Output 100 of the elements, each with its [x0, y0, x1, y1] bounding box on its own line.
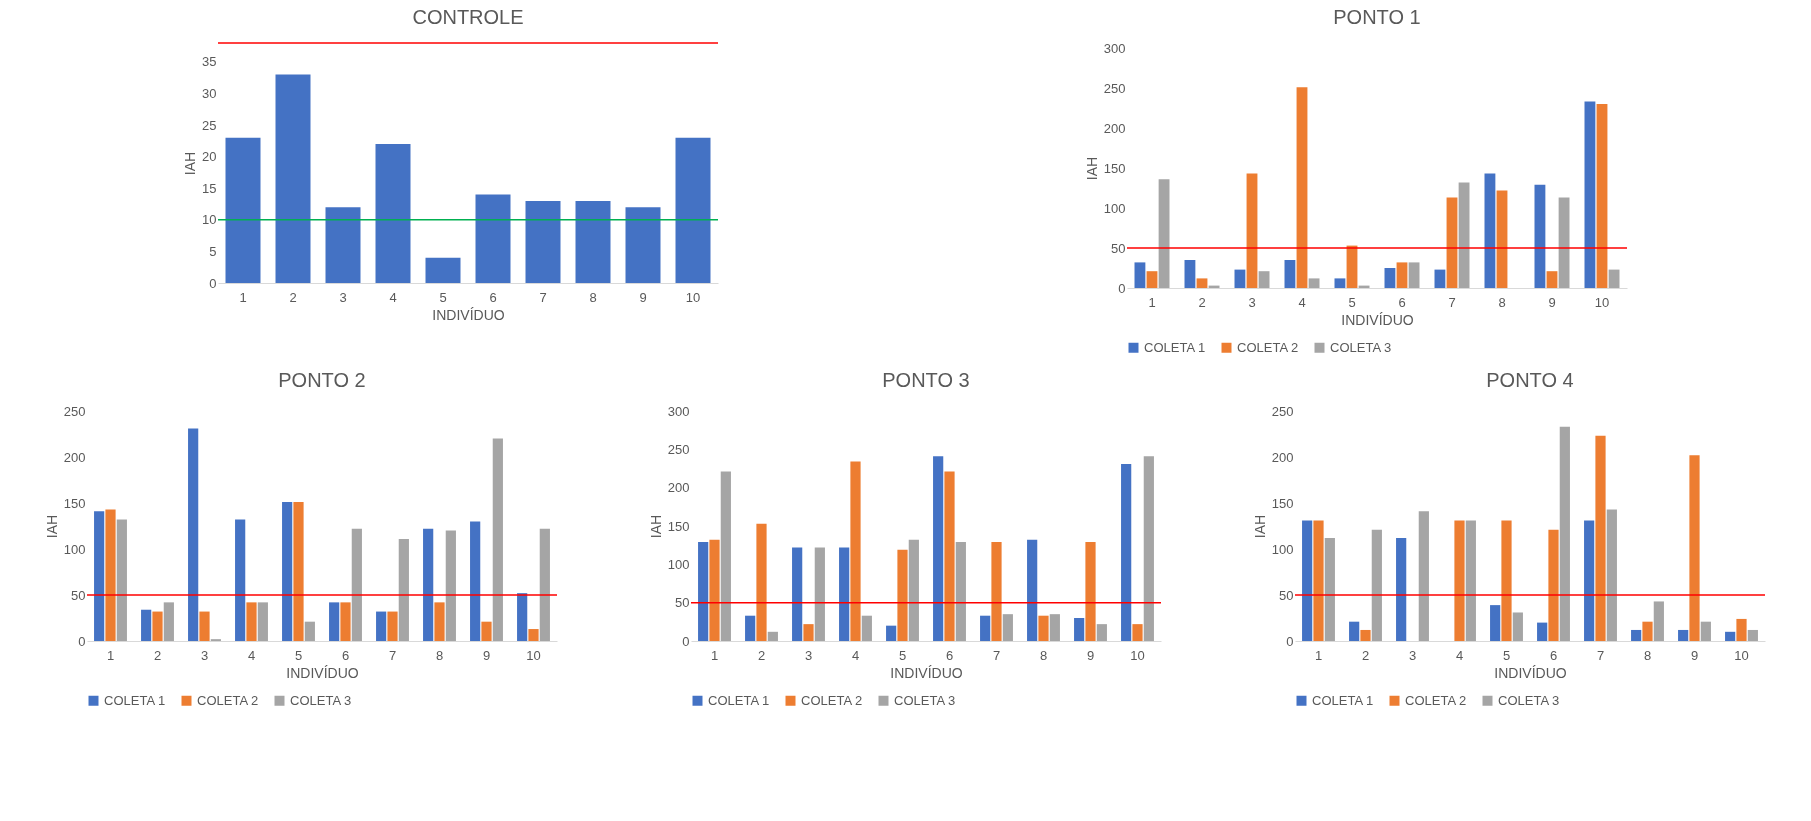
x-tick-label: 3: [201, 647, 209, 663]
x-tick-label: 6: [1549, 647, 1557, 663]
x-tick-label: 8: [1498, 294, 1506, 310]
x-tick-label: 4: [248, 647, 256, 663]
x-tick-label: 1: [239, 289, 247, 305]
legend-label: COLETA 2: [800, 692, 863, 708]
x-axis-title: INDIVÍDUO: [1493, 664, 1567, 681]
legend-label: COLETA 2: [197, 692, 259, 708]
y-axis-title: IAH: [44, 514, 61, 539]
y-tick-label: 250: [1271, 403, 1294, 419]
x-tick-label: 6: [945, 647, 954, 663]
x-tick-label: 9: [1548, 294, 1556, 310]
legend-label: COLETA 3: [1497, 692, 1559, 708]
x-tick-label: 7: [1596, 647, 1604, 663]
x-tick-label: 10: [1130, 647, 1145, 663]
x-tick-label: 2: [1361, 647, 1369, 663]
y-tick-label: 25: [202, 117, 217, 133]
legend-label: COLETA 3: [1330, 339, 1392, 355]
y-tick-label: 150: [1271, 495, 1294, 511]
y-tick-label: 50: [1111, 240, 1126, 256]
x-tick-label: 9: [1690, 647, 1698, 663]
x-tick-label: 1: [710, 647, 719, 663]
x-tick-label: 1: [107, 647, 115, 663]
y-tick-label: 5: [209, 243, 217, 259]
y-axis-title: IAH: [647, 514, 664, 539]
y-tick-label: 200: [1271, 449, 1294, 465]
x-tick-label: 10: [685, 289, 701, 305]
legend-label: COLETA 3: [893, 692, 956, 708]
legend-label: COLETA 1: [707, 692, 770, 708]
y-tick-label: 150: [1103, 160, 1126, 176]
y-tick-label: 10: [202, 212, 217, 228]
x-tick-label: 6: [1398, 294, 1406, 310]
y-tick-label: 200: [64, 449, 86, 465]
x-tick-label: 9: [483, 647, 491, 663]
x-tick-label: 10: [1594, 294, 1610, 310]
chart-title: PONTO 4: [1485, 369, 1574, 391]
legend-label: COLETA 1: [1311, 692, 1373, 708]
y-tick-label: 100: [1271, 541, 1294, 557]
y-tick-label: 150: [667, 518, 690, 534]
x-tick-label: 6: [342, 647, 350, 663]
x-tick-label: 4: [1298, 294, 1306, 310]
y-tick-label: 0: [682, 633, 690, 649]
y-tick-label: 0: [1118, 280, 1126, 296]
y-tick-label: 35: [202, 54, 217, 70]
y-tick-label: 100: [667, 556, 690, 572]
legend-label: COLETA 2: [1404, 692, 1466, 708]
chart-title: PONTO 3: [882, 369, 970, 391]
y-tick-label: 200: [1103, 120, 1126, 136]
y-tick-label: 300: [1103, 40, 1126, 56]
x-axis-title: INDIVÍDUO: [1341, 311, 1414, 328]
x-tick-label: 5: [898, 647, 907, 663]
x-tick-label: 5: [1502, 647, 1510, 663]
x-tick-label: 5: [1348, 294, 1356, 310]
y-tick-label: 250: [64, 403, 86, 419]
legend-label: COLETA 3: [290, 692, 352, 708]
legend-label: COLETA 1: [104, 692, 166, 708]
legend-label: COLETA 2: [1237, 339, 1299, 355]
x-tick-label: 2: [154, 647, 162, 663]
x-tick-label: 8: [436, 647, 444, 663]
x-tick-label: 7: [389, 647, 397, 663]
y-axis-title: IAH: [1083, 156, 1100, 181]
x-axis-title: INDIVÍDUO: [890, 664, 963, 681]
y-tick-label: 50: [71, 587, 86, 603]
x-tick-label: 4: [389, 289, 397, 305]
x-tick-label: 3: [1248, 294, 1256, 310]
x-tick-label: 1: [1314, 647, 1322, 663]
x-tick-label: 9: [1086, 647, 1095, 663]
y-tick-label: 30: [202, 86, 217, 102]
y-tick-label: 250: [667, 441, 690, 457]
y-tick-label: 300: [667, 403, 690, 419]
chart-title: PONTO 1: [1333, 6, 1421, 28]
x-tick-label: 2: [289, 289, 297, 305]
y-tick-label: 150: [64, 495, 86, 511]
x-tick-label: 7: [539, 289, 547, 305]
y-tick-label: 0: [1285, 633, 1294, 649]
x-tick-label: 3: [339, 289, 347, 305]
legend-label: COLETA 1: [1144, 339, 1206, 355]
x-tick-label: 2: [1198, 294, 1206, 310]
y-axis-title: IAH: [1251, 514, 1268, 539]
x-tick-label: 8: [589, 289, 597, 305]
y-tick-label: 200: [667, 480, 690, 496]
x-axis-title: INDIVÍDUO: [286, 664, 360, 681]
x-tick-label: 3: [1408, 647, 1416, 663]
y-tick-label: 50: [675, 595, 690, 611]
y-tick-label: 15: [202, 180, 217, 196]
y-tick-label: 100: [64, 541, 86, 557]
x-tick-label: 8: [1039, 647, 1048, 663]
y-tick-label: 0: [209, 275, 217, 291]
y-tick-label: 100: [1103, 200, 1126, 216]
x-tick-label: 8: [1643, 647, 1651, 663]
x-tick-label: 2: [757, 647, 766, 663]
chart-title: PONTO 2: [278, 369, 367, 391]
y-axis-title: IAH: [182, 151, 199, 176]
x-tick-label: 10: [1733, 647, 1749, 663]
x-axis-title: INDIVÍDUO: [432, 306, 505, 323]
x-tick-label: 5: [295, 647, 303, 663]
x-tick-label: 9: [639, 289, 647, 305]
x-tick-label: 4: [1455, 647, 1463, 663]
x-tick-label: 7: [1448, 294, 1456, 310]
x-tick-label: 6: [489, 289, 497, 305]
